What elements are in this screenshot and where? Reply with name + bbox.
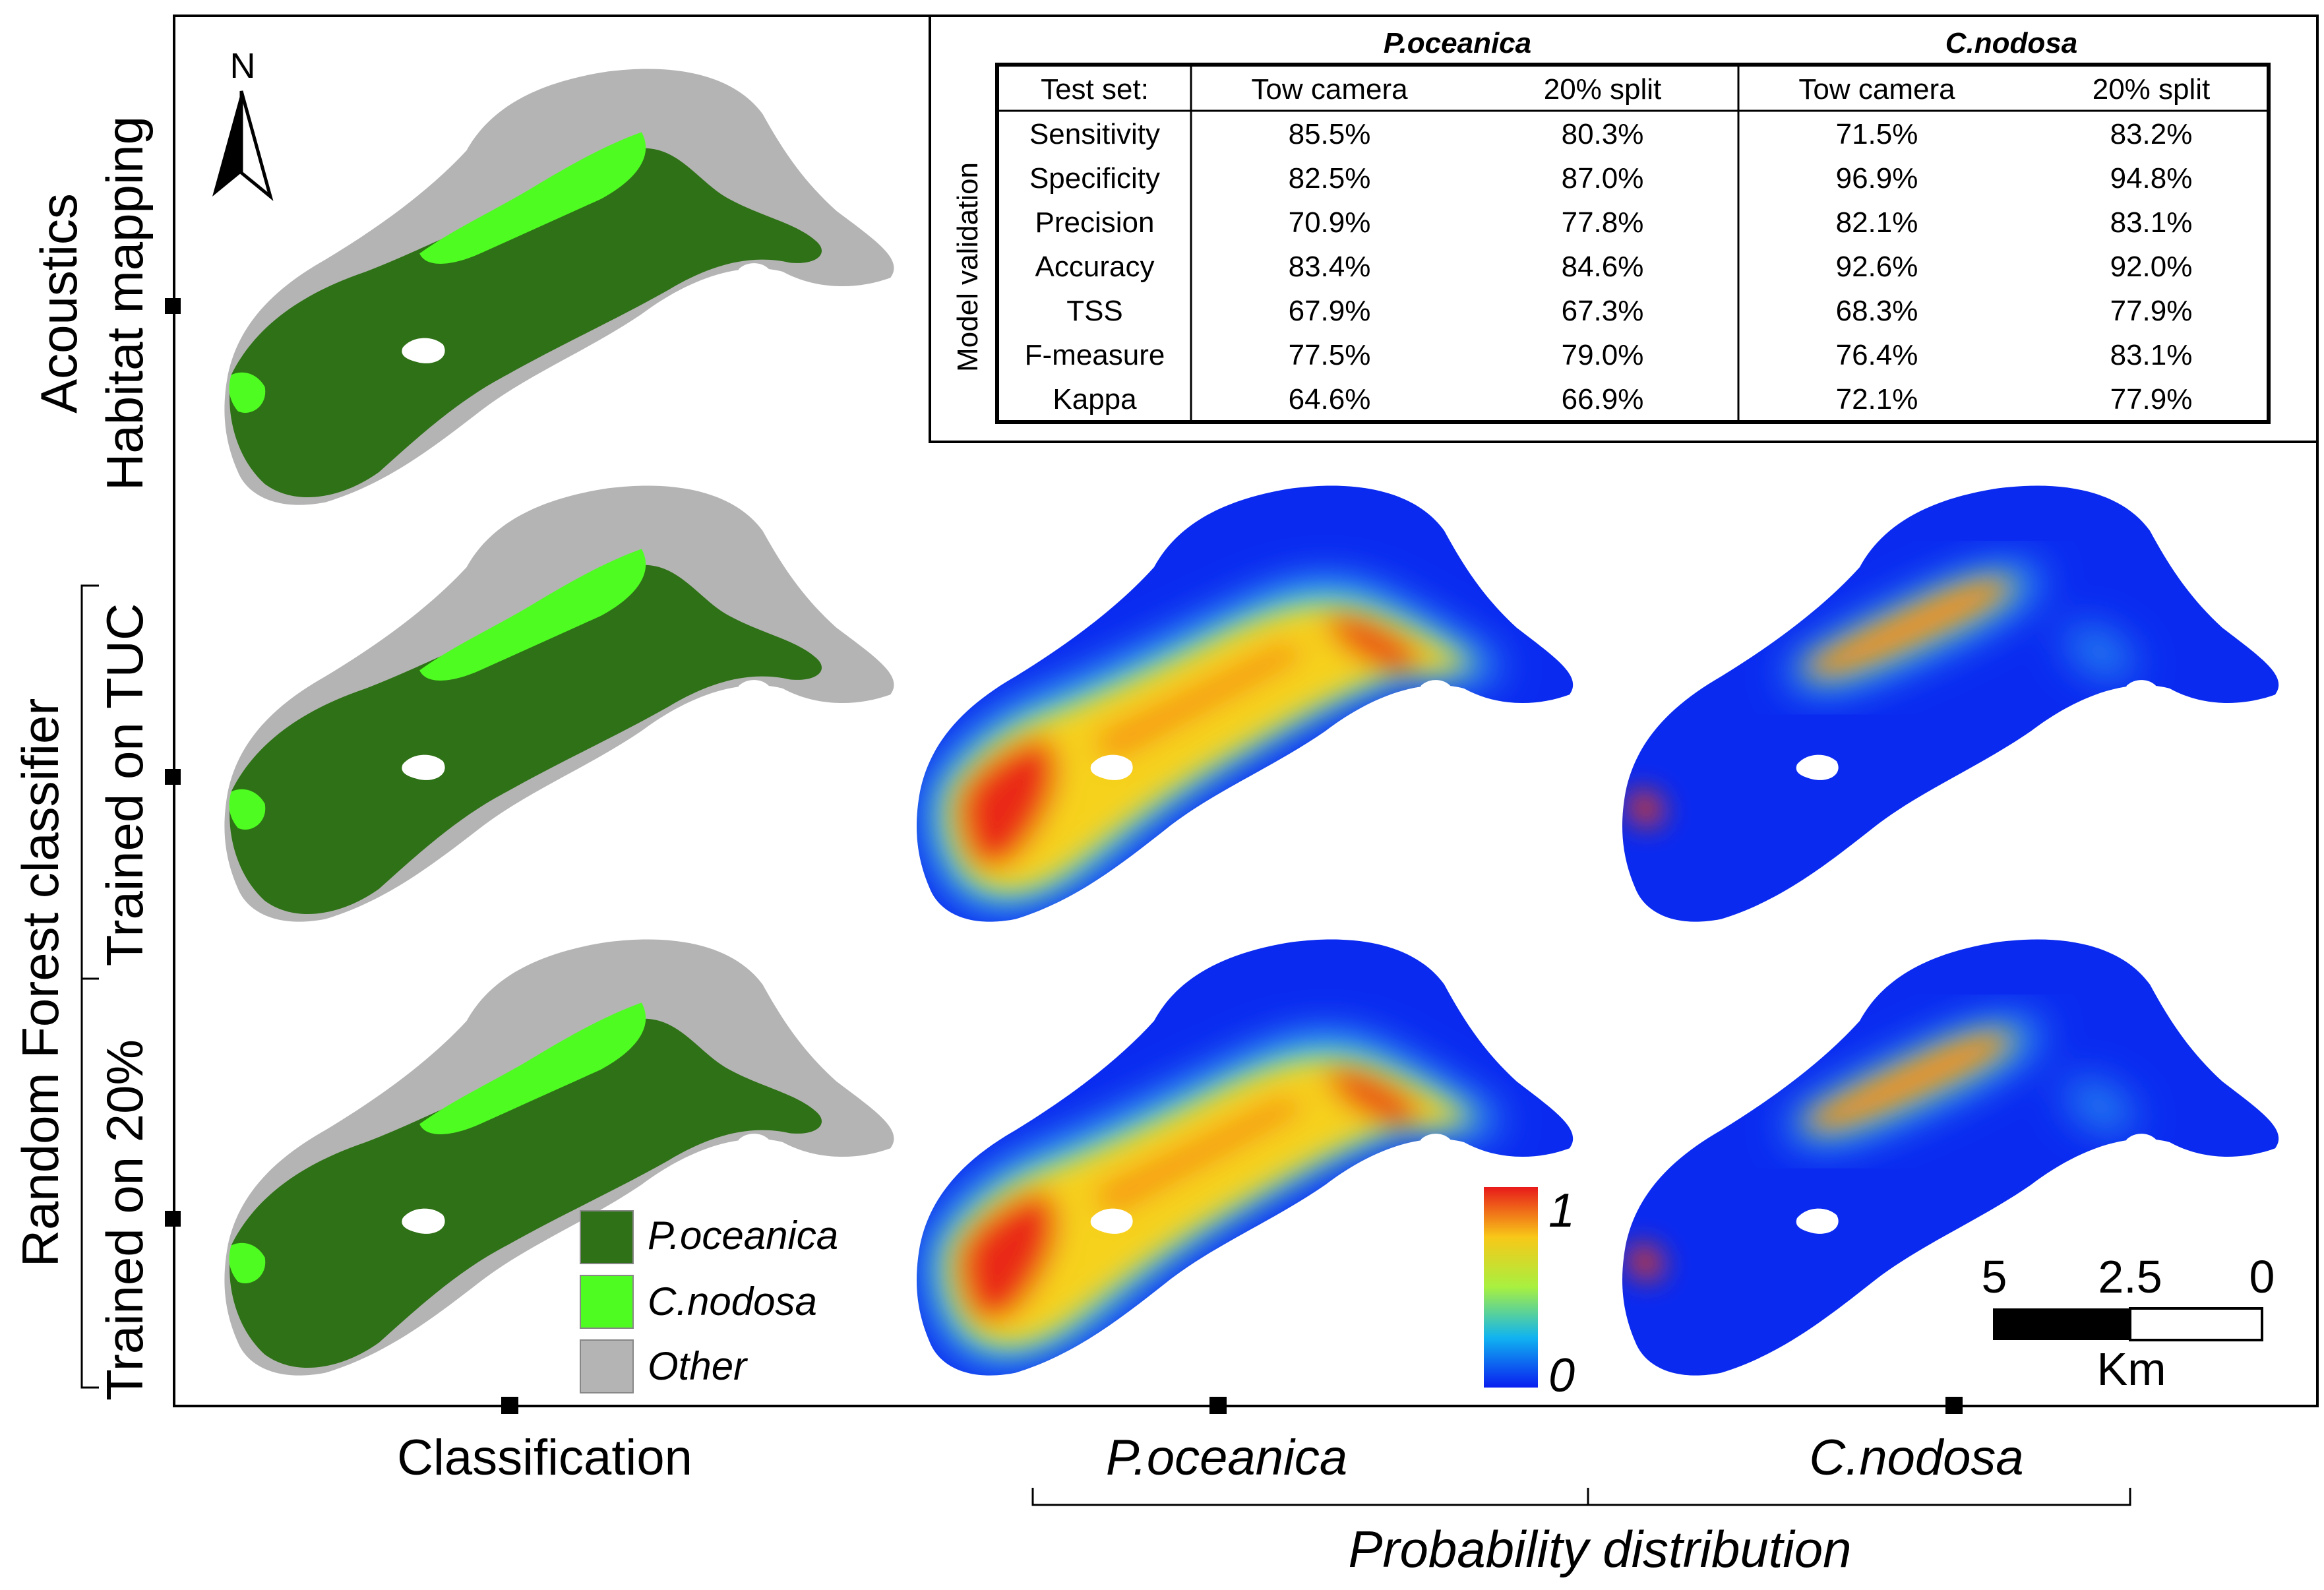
table-cell: 92.6% — [1836, 251, 1918, 283]
legend-label-p-oceanica: P.oceanica — [648, 1213, 838, 1258]
scale-tick-5: 5 — [1982, 1251, 2007, 1302]
table-cell: 77.9% — [2110, 383, 2193, 415]
scale-tick-2-5: 2.5 — [2098, 1251, 2162, 1302]
north-label: N — [230, 46, 256, 86]
table-metric-label: Precision — [1035, 206, 1155, 239]
table-cell: 87.0% — [1562, 162, 1644, 195]
scale-tick-0: 0 — [2249, 1251, 2275, 1302]
axis-marker-row1 — [165, 298, 181, 314]
table-metric-label: TSS — [1066, 295, 1123, 327]
table-cell: 80.3% — [1562, 118, 1644, 150]
table-cell: 83.4% — [1289, 251, 1371, 283]
table-cell: 77.9% — [2110, 295, 2193, 327]
axis-marker-col2 — [1209, 1397, 1227, 1414]
scale-unit: Km — [2097, 1343, 2166, 1395]
legend: P.oceanica C.nodosa Other — [580, 1210, 838, 1393]
table-metric-label: F-measure — [1025, 339, 1165, 371]
table-cell: 83.2% — [2110, 118, 2193, 150]
table-test-set-label: Test set: — [1041, 73, 1149, 106]
row-bracket — [80, 584, 99, 1389]
table-group-p-oceanica: P.oceanica — [1384, 27, 1531, 59]
table-cell: 94.8% — [2110, 162, 2193, 195]
legend-swatch-p-oceanica — [580, 1210, 634, 1264]
table-cell: 82.1% — [1836, 206, 1918, 239]
table-cell: 72.1% — [1836, 383, 1918, 415]
row-label-acoustics: Acoustics — [30, 193, 88, 413]
table-cell: 83.1% — [2110, 206, 2193, 239]
axis-marker-col1 — [501, 1397, 518, 1414]
map-rf-tuc-p-oceanica — [917, 485, 1573, 921]
table-cell: 64.6% — [1289, 383, 1371, 415]
map-rf-tuc-c-nodosa — [1622, 485, 2278, 921]
colorbar: 1 0 — [1484, 1184, 1575, 1402]
row-label-trained-tuc: Trained on TUC — [96, 603, 154, 967]
table-cell: 92.0% — [2110, 251, 2193, 283]
axis-marker-row3 — [165, 1211, 181, 1227]
table-cell: 66.9% — [1562, 383, 1644, 415]
table-cell: 68.3% — [1836, 295, 1918, 327]
table-cell: 70.9% — [1289, 206, 1371, 239]
axis-marker-col3 — [1945, 1397, 1963, 1414]
col-label-c-nodosa: C.nodosa — [1809, 1430, 2023, 1486]
table-cell: 67.3% — [1562, 295, 1644, 327]
col-label-p-oceanica: P.oceanica — [1106, 1430, 1347, 1486]
table-col-header: Tow camera — [1251, 73, 1408, 106]
table-box — [995, 63, 2271, 424]
table-cell: 82.5% — [1289, 162, 1371, 195]
row-label-habitat-mapping: Habitat mapping — [96, 116, 154, 491]
col-label-classification: Classification — [397, 1430, 692, 1486]
north-arrow: N — [212, 46, 274, 201]
map-rf-20-p-oceanica — [917, 939, 1573, 1375]
colorbar-min-label: 0 — [1548, 1349, 1575, 1402]
table-cell: 84.6% — [1562, 251, 1644, 283]
table-cell: 76.4% — [1836, 339, 1918, 371]
table-group-c-nodosa: C.nodosa — [1945, 27, 2077, 59]
table-cell: 83.1% — [2110, 339, 2193, 371]
table-cell: 67.9% — [1289, 295, 1371, 327]
map-rf-tuc-classification — [224, 485, 894, 921]
legend-swatch-other — [580, 1339, 634, 1393]
legend-label-other: Other — [648, 1344, 748, 1388]
colorbar-max-label: 1 — [1548, 1184, 1575, 1237]
row-label-trained-20: Trained on 20% — [96, 1039, 154, 1401]
table-col-header: Tow camera — [1798, 73, 1955, 106]
north-arrow-icon — [212, 91, 241, 197]
table-col-header: 20% split — [2093, 73, 2211, 106]
validation-table: P.oceanica C.nodosa Model validation Tes… — [929, 15, 2319, 443]
col-label-probability: Probability distribution — [1348, 1520, 1851, 1578]
table-metric-label: Sensitivity — [1029, 118, 1160, 150]
table-cell: 77.8% — [1562, 206, 1644, 239]
map-habitat-classification — [224, 69, 894, 505]
probability-bracket — [1031, 1488, 2131, 1506]
table-panel — [929, 15, 2319, 443]
colorbar-gradient — [1484, 1187, 1538, 1388]
axis-marker-row2 — [165, 769, 181, 785]
table-side-label: Model validation — [952, 162, 984, 372]
table-metric-label: Kappa — [1053, 383, 1137, 415]
legend-swatch-c-nodosa — [580, 1275, 634, 1329]
table-cell: 71.5% — [1836, 118, 1918, 150]
scale-bar: 5 2.5 0 Km — [1982, 1251, 2275, 1395]
table-cell: 77.5% — [1289, 339, 1371, 371]
table-cell: 79.0% — [1562, 339, 1644, 371]
table-col-header: 20% split — [1544, 73, 1662, 106]
row-label-random-forest: Random Forest classifier — [11, 698, 69, 1268]
table-metric-label: Accuracy — [1035, 251, 1155, 283]
legend-label-c-nodosa: C.nodosa — [648, 1279, 817, 1324]
table-cell: 85.5% — [1289, 118, 1371, 150]
table-cell: 96.9% — [1836, 162, 1918, 195]
table-metric-label: Specificity — [1029, 162, 1160, 195]
